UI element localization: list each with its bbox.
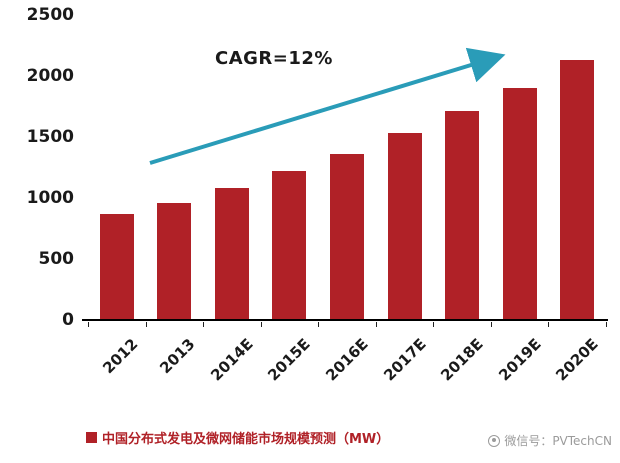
legend-label: 中国分布式发电及微网储能市场规模预测（MW） <box>102 432 390 447</box>
bar-slot <box>146 15 204 320</box>
y-tick-label: 1500 <box>26 127 74 147</box>
x-label-2019E: 2019E <box>495 335 545 385</box>
x-label-2012: 2012 <box>99 335 142 378</box>
x-label-2014E: 2014E <box>207 335 257 385</box>
x-tick <box>606 322 607 327</box>
cagr-annotation: CAGR=12% <box>215 48 333 69</box>
bar-slot <box>261 15 319 320</box>
x-tick <box>318 322 319 327</box>
y-tick-label: 0 <box>62 310 74 330</box>
x-axis-labels: 2012 2013 2014E 2015E 2016E 2017E 2018E 2019E 20… <box>88 327 606 397</box>
bar-slot <box>549 15 607 320</box>
bar-2012 <box>99 214 134 320</box>
bar-slot <box>376 15 434 320</box>
x-tick <box>203 322 204 327</box>
x-tick <box>548 322 549 327</box>
watermark: 微信号：PVTechCN <box>488 432 612 449</box>
x-axis-line <box>82 319 608 321</box>
x-tick <box>146 322 147 327</box>
y-tick-label: 1000 <box>26 188 74 208</box>
wechat-icon <box>488 434 501 447</box>
bar-2015E <box>272 171 307 320</box>
watermark-text: 微信号：PVTechCN <box>504 434 612 448</box>
x-label-2017E: 2017E <box>380 335 430 385</box>
y-tick-label: 2500 <box>26 5 74 25</box>
bar-slot <box>433 15 491 320</box>
x-tick <box>376 322 377 327</box>
y-tick-label: 2000 <box>26 66 74 86</box>
bar-slot <box>491 15 549 320</box>
legend: 中国分布式发电及微网储能市场规模预测（MW） <box>86 428 389 447</box>
legend-marker <box>86 432 97 443</box>
bar-2019E <box>502 88 537 320</box>
bar-2014E <box>214 188 249 320</box>
x-label-2016E: 2016E <box>322 335 372 385</box>
y-tick-label: 500 <box>38 249 75 269</box>
bar-slot <box>318 15 376 320</box>
x-label-2018E: 2018E <box>437 335 487 385</box>
x-tick <box>88 322 89 327</box>
x-label-2020E: 2020E <box>552 335 602 385</box>
bar-2020E <box>560 60 595 320</box>
bar-slot <box>203 15 261 320</box>
y-axis: 0 500 1000 1500 2000 2500 <box>0 5 75 330</box>
bar-2016E <box>330 154 365 320</box>
x-label-2015E: 2015E <box>264 335 314 385</box>
bar-2017E <box>387 133 422 320</box>
x-tick <box>433 322 434 327</box>
bar-2018E <box>445 111 480 320</box>
x-tick <box>261 322 262 327</box>
x-label-2013: 2013 <box>156 335 199 378</box>
bar-slot <box>88 15 146 320</box>
plot-area <box>82 15 608 327</box>
x-tick <box>491 322 492 327</box>
bar-2013 <box>157 203 192 320</box>
